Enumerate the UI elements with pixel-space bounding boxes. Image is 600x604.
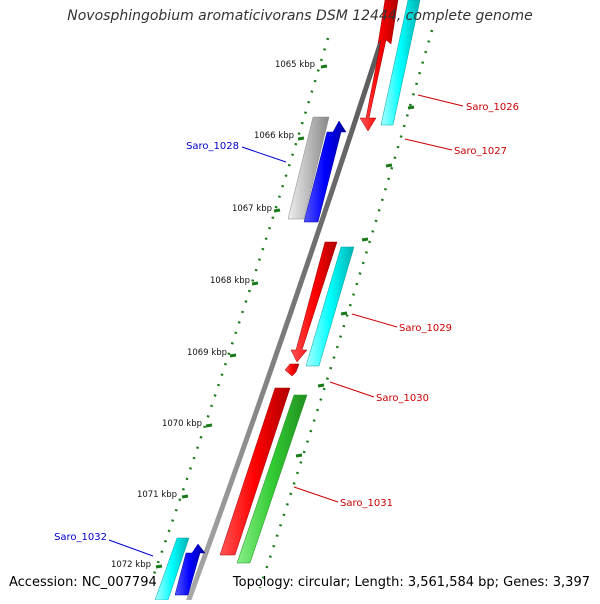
leader-saro-1027 bbox=[404, 138, 453, 151]
gene-label-saro-1029[interactable]: Saro_1029 bbox=[399, 323, 452, 334]
gene-saro-1032-blue-feature[interactable] bbox=[174, 543, 206, 596]
major-tick bbox=[317, 383, 325, 388]
tick-label: 1072 kbp bbox=[111, 560, 151, 570]
leader-saro-1032 bbox=[108, 539, 154, 557]
gene-label-saro-1030[interactable]: Saro_1030 bbox=[376, 393, 429, 404]
leader-saro-1028 bbox=[241, 146, 287, 163]
tick-label: 1070 kbp bbox=[162, 419, 202, 429]
tick-label: 1067 kbp bbox=[232, 204, 272, 214]
gene-labels: Saro_1026 Saro_1027 Saro_1028 Saro_1029 … bbox=[54, 102, 519, 543]
major-tick bbox=[273, 208, 281, 213]
map-title: Novosphingobium aromaticivorans DSM 1244… bbox=[67, 8, 533, 24]
major-tick bbox=[320, 64, 328, 69]
leader-saro-1029 bbox=[351, 313, 398, 328]
gene-label-saro-1031[interactable]: Saro_1031 bbox=[340, 498, 393, 509]
major-tick bbox=[181, 494, 189, 499]
inner-tick-ring bbox=[258, 29, 434, 589]
gene-features bbox=[154, 0, 421, 601]
gene-label-saro-1028[interactable]: Saro_1028 bbox=[186, 141, 239, 152]
gene-saro-1031-red-feature[interactable] bbox=[219, 387, 291, 556]
major-tick bbox=[385, 163, 393, 168]
tick-label: 1071 kbp bbox=[137, 490, 177, 500]
major-tick bbox=[251, 281, 259, 286]
major-tick bbox=[297, 136, 305, 141]
major-tick bbox=[229, 353, 237, 358]
accession-text: Accession: NC_007794 bbox=[9, 575, 157, 590]
gene-saro-1028-blue-feature[interactable] bbox=[303, 120, 347, 223]
tick-label: 1066 kbp bbox=[254, 131, 294, 141]
gene-saro-1031-green-feature[interactable] bbox=[236, 394, 308, 564]
leader-saro-1031 bbox=[293, 486, 339, 503]
gene-saro-1030-feature[interactable] bbox=[284, 363, 300, 377]
tick-label: 1069 kbp bbox=[187, 348, 227, 358]
major-tick bbox=[407, 105, 415, 110]
leader-saro-1026 bbox=[417, 94, 464, 107]
tick-label: 1065 kbp bbox=[275, 60, 315, 70]
gene-label-saro-1026[interactable]: Saro_1026 bbox=[466, 102, 519, 113]
major-ticks bbox=[155, 64, 415, 569]
major-tick bbox=[295, 453, 303, 458]
major-tick bbox=[205, 423, 213, 428]
gene-label-saro-1032[interactable]: Saro_1032 bbox=[54, 532, 107, 543]
gene-saro-1028-gray-feature[interactable] bbox=[287, 116, 330, 220]
leader-saro-1030 bbox=[329, 381, 375, 398]
major-tick bbox=[155, 564, 163, 569]
tick-label: 1068 kbp bbox=[210, 276, 250, 286]
tick-rings bbox=[150, 29, 434, 589]
gene-label-saro-1027[interactable]: Saro_1027 bbox=[454, 146, 507, 157]
gene-saro-1026-feature[interactable] bbox=[380, 0, 421, 126]
genome-summary-text: Topology: circular; Length: 3,561,584 bp… bbox=[232, 575, 590, 590]
gene-saro-1029-red-feature[interactable] bbox=[290, 241, 338, 363]
major-tick bbox=[340, 311, 348, 316]
label-leaders bbox=[108, 94, 464, 557]
gene-saro-1027-feature[interactable] bbox=[359, 0, 399, 132]
major-tick bbox=[361, 237, 369, 242]
tick-labels: 1065 kbp 1066 kbp 1067 kbp 1068 kbp 1069… bbox=[111, 60, 315, 570]
gene-saro-1029-cyan-feature[interactable] bbox=[305, 246, 355, 367]
genome-backbone bbox=[184, 0, 398, 604]
